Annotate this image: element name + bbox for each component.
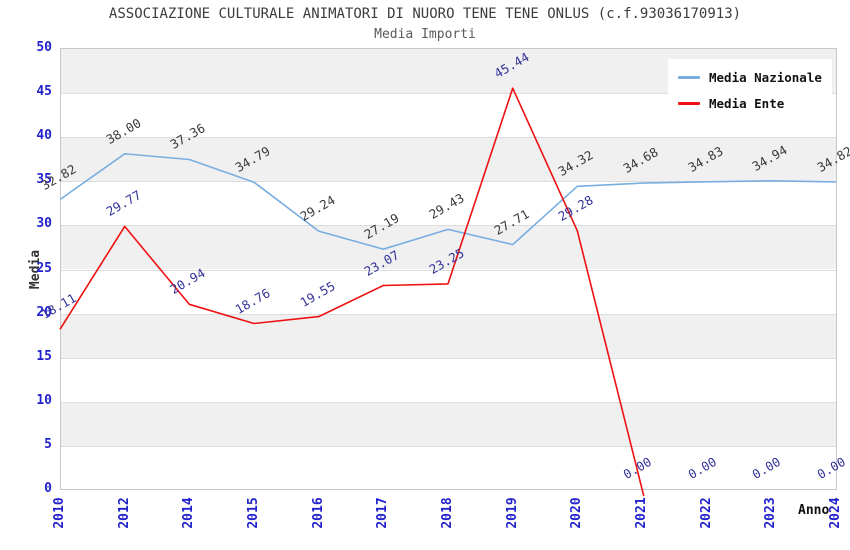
legend-label: Media Nazionale: [709, 69, 822, 85]
gridline: [61, 269, 836, 271]
y-tick-label: 10: [36, 392, 52, 408]
x-tick-label: 2022: [698, 497, 714, 529]
x-tick-label: 2010: [52, 497, 67, 529]
y-tick-label: 25: [36, 260, 52, 276]
x-axis-title: Anno: [798, 503, 830, 518]
y-tick-label: 15: [36, 348, 52, 364]
x-tick-label: 2023: [763, 497, 779, 529]
gridline: [61, 181, 836, 183]
y-tick-label: 0: [44, 481, 52, 496]
legend-swatch-icon: [678, 101, 700, 105]
legend-item-media-ente: Media Ente: [678, 90, 822, 116]
y-tick-label: 45: [36, 84, 52, 100]
legend-label: Media Ente: [709, 95, 785, 111]
y-tick-label: 40: [36, 128, 52, 144]
gridline: [61, 401, 836, 403]
gridline: [61, 225, 836, 227]
x-tick-label: 2016: [310, 497, 326, 529]
x-tick-label: 2014: [181, 497, 197, 529]
x-tick-label: 2019: [504, 497, 520, 529]
plot-band: [61, 313, 836, 358]
y-tick-label: 30: [36, 216, 52, 232]
x-tick-label: 2012: [116, 497, 132, 529]
y-tick-label: 35: [36, 172, 52, 188]
y-tick-label: 20: [36, 304, 52, 320]
plot-band: [61, 445, 836, 489]
plot-band: [61, 401, 836, 446]
x-tick-label: 2024: [828, 497, 843, 529]
legend-swatch-icon: [678, 75, 700, 79]
x-tick-label: 2017: [375, 497, 391, 529]
gridline: [61, 445, 836, 447]
y-tick-label: 5: [44, 436, 52, 452]
x-tick-label: 2015: [246, 497, 261, 529]
plot-band: [61, 357, 836, 402]
x-tick-label: 2021: [634, 497, 649, 529]
x-tick-label: 2018: [440, 497, 455, 529]
gridline: [61, 313, 836, 315]
gridline: [61, 357, 836, 359]
x-tick-label: 2020: [569, 497, 585, 529]
legend: Media Nazionale Media Ente: [668, 59, 832, 121]
chart-title: ASSOCIAZIONE CULTURALE ANIMATORI DI NUOR…: [108, 6, 742, 22]
legend-item-media-nazionale: Media Nazionale: [678, 64, 822, 90]
chart-subtitle: Media Importi: [374, 27, 476, 42]
y-tick-label: 50: [36, 40, 52, 55]
